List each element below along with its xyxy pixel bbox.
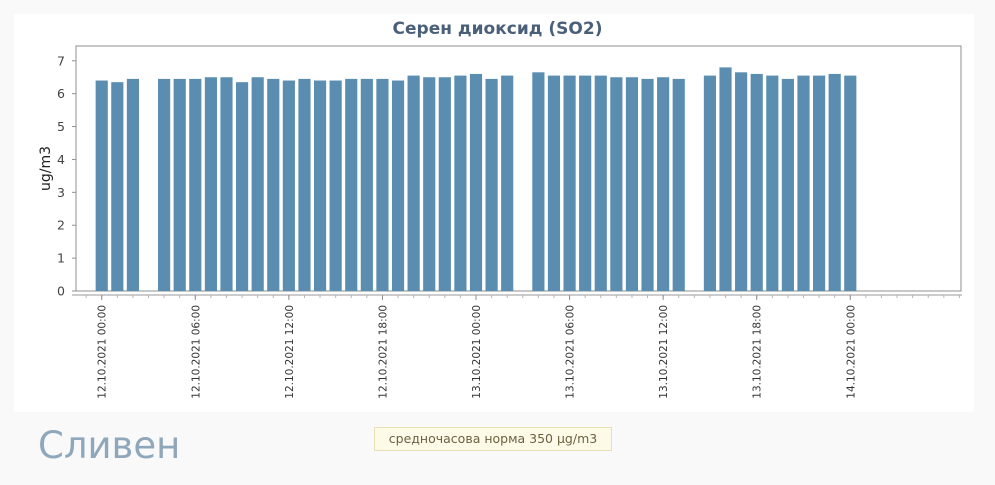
bar [579,75,592,291]
bar [423,77,436,291]
bar [407,75,420,291]
y-tick-label: 2 [57,218,65,233]
x-tick-label: 12.10.2021 06:00 [190,305,202,399]
bar [766,75,779,291]
bar [469,73,483,291]
x-tick-label: 13.10.2021 12:00 [658,305,670,399]
bar [610,77,623,291]
bar [454,75,467,291]
bar [329,80,342,291]
bar [735,72,748,292]
bar [781,78,794,292]
city-name: Сливен [38,424,181,467]
bar [532,72,545,292]
bar [391,80,405,291]
bar [282,80,295,291]
bar [703,75,717,291]
y-tick-label: 4 [57,152,65,167]
bar [345,78,358,292]
bar [844,75,857,291]
bar [828,73,841,291]
bar [625,77,639,291]
x-tick-label: 12.10.2021 12:00 [284,305,296,399]
x-tick-label: 14.10.2021 00:00 [845,305,857,399]
y-tick-label: 0 [57,284,65,299]
y-axis-label: ug/m3 [38,146,54,191]
bar [220,77,233,291]
bar [376,78,389,292]
bar [236,82,249,291]
bar [158,78,171,292]
bar [111,82,124,291]
bar [189,78,202,292]
bar [298,78,311,292]
chart-title: Серен диоксид (SO2) [392,19,603,39]
bar [313,80,327,291]
bar [719,67,732,291]
norm-note: средночасова норма 350 µg/m3 [374,427,612,451]
bar [813,75,826,291]
bar [563,75,576,291]
x-tick-label: 13.10.2021 00:00 [471,305,483,399]
bar [438,77,451,291]
bar [267,78,280,292]
bar [750,73,763,291]
bar [251,77,264,291]
y-tick-label: 1 [57,251,65,266]
bar [360,78,373,292]
bar [173,78,186,292]
y-tick-label: 6 [57,86,65,101]
bar [126,78,140,292]
y-tick-label: 3 [57,185,65,200]
bar [672,78,685,292]
y-tick-label: 7 [57,53,65,68]
bar [485,78,498,292]
bar [501,75,514,291]
x-tick-label: 12.10.2021 00:00 [97,305,109,399]
bar [657,77,670,291]
bar [95,80,108,291]
bar [594,75,607,291]
bar [204,77,217,291]
bar [641,78,654,292]
x-tick-label: 12.10.2021 18:00 [377,305,389,399]
bar [547,75,561,291]
x-tick-label: 13.10.2021 06:00 [565,305,577,399]
x-tick-label: 13.10.2021 18:00 [752,305,764,399]
bar [797,75,810,291]
y-tick-label: 5 [57,119,65,134]
